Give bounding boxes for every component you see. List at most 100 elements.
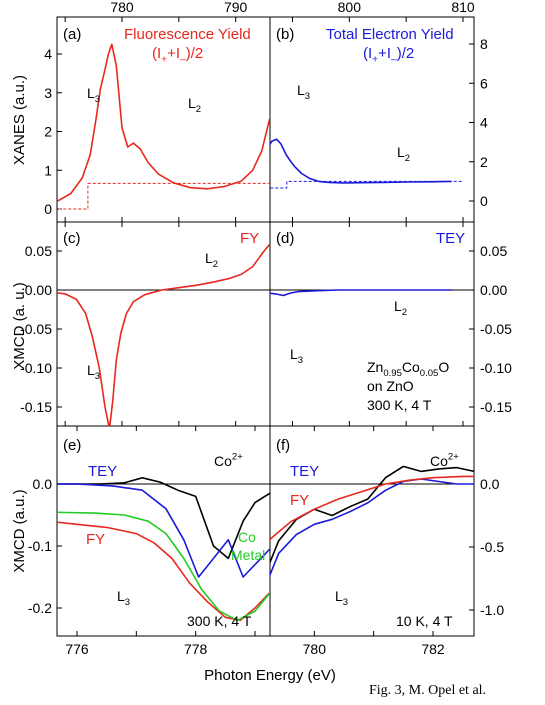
peak-label-d-l3: L3 [290, 346, 303, 366]
series-group-b [270, 138, 463, 189]
y-axis-label-a: XANES (a.u.) [11, 75, 28, 165]
peak-label-a-l3-part: L [87, 85, 95, 101]
series-group-c [57, 242, 270, 426]
sample-formula: Zn0.95Co0.05O [367, 359, 449, 379]
series-line-c-fy [57, 242, 270, 426]
top-tick-label: 790 [224, 0, 248, 15]
peak-label-a-l2-part: 2 [196, 104, 201, 115]
panel-label-d: (d) [276, 230, 294, 247]
y-tick-label-a: 1 [44, 162, 52, 178]
series-line-a-fy [57, 43, 270, 203]
series-line-e-co2plus [57, 476, 270, 560]
series-line-b-tey [270, 138, 452, 184]
panel-frame-d [269, 221, 475, 427]
series-group-f [270, 465, 474, 577]
peak-label-b-l2: L2 [397, 144, 410, 164]
series-line-b-tey_step [270, 180, 463, 189]
series-line-d-tey [270, 289, 452, 297]
y-tick-label-b: 4 [480, 115, 488, 131]
peak-label-f-l3-part: L [335, 588, 343, 604]
panel-label-b: (b) [276, 26, 294, 43]
series-line-e-tey [57, 483, 270, 578]
y-tick-label-e: -0.1 [28, 538, 52, 554]
series-group-e [57, 476, 270, 622]
x-axis-label: Photon Energy (eV) [204, 667, 336, 684]
label-e-fy: FY [86, 531, 105, 548]
y-tick-label-c: 0.00 [25, 282, 52, 298]
bottom-tick-label: 776 [65, 641, 89, 657]
peak-label-d-l2: L2 [394, 298, 407, 318]
label-f-fy: FY [290, 492, 309, 509]
peak-label-b-l3-part: 3 [305, 91, 310, 102]
label-f-co2plus: Co2+ [430, 452, 459, 469]
peak-label-c-l3: L3 [87, 362, 100, 382]
y-tick-label-d: -0.10 [480, 360, 512, 376]
series-line-f-fy [270, 475, 474, 541]
label-e-condition: 300 K, 4 T [187, 613, 252, 629]
y-tick-label-c: -0.15 [20, 399, 52, 415]
y-tick-label-a: 4 [44, 46, 52, 62]
y-tick-label-c: -0.05 [20, 321, 52, 337]
label-f-co2plus-part: 2+ [448, 452, 459, 463]
peak-label-b-l3-part: L [297, 82, 305, 98]
legend-b-line2-part: + [372, 55, 378, 66]
label-e-co-metal-2: Metal [231, 547, 265, 563]
legend-a-line2: (I++I–)/2 [152, 45, 203, 66]
series-line-e-co_metal [57, 511, 270, 622]
top-tick-label: 810 [451, 0, 475, 15]
bottom-tick-label: 782 [421, 641, 445, 657]
legend-a-line2-part: (I [152, 45, 161, 62]
label-e-co2plus-part: 2+ [232, 452, 243, 463]
series-group-a [57, 43, 270, 210]
peak-label-e-l3-part: 3 [125, 597, 130, 608]
legend-b-line2-part: (I [363, 45, 372, 62]
sample-formula-part: O [438, 359, 449, 375]
peak-label-c-l2: L2 [205, 250, 218, 270]
sample-formula-part: 0.95 [383, 368, 402, 379]
sample-condition: 300 K, 4 T [367, 397, 432, 413]
peak-label-c-l2-part: 2 [213, 259, 218, 270]
series-group-d [270, 289, 452, 297]
peak-label-d-l3-part: L [290, 346, 298, 362]
legend-b-line2: (I++I–)/2 [363, 45, 414, 66]
sample-formula-part: Co [402, 359, 420, 375]
panel-label-f: (f) [276, 437, 290, 454]
y-tick-label-d: -0.15 [480, 399, 512, 415]
label-e-tey: TEY [88, 463, 117, 480]
figure-caption: Fig. 3, M. Opel et al. [369, 683, 487, 698]
bottom-tick-label: 780 [303, 641, 327, 657]
y-tick-label-d: 0.00 [480, 282, 507, 298]
peak-label-c-l2-part: L [205, 250, 213, 266]
label-f-tey: TEY [290, 463, 319, 480]
label-f-condition: 10 K, 4 T [396, 613, 453, 629]
panel-label-c: (c) [63, 230, 81, 247]
peak-label-d-l3-part: 3 [298, 355, 303, 366]
peak-label-e-l3: L3 [117, 588, 130, 608]
peak-label-d-l2-part: 2 [402, 307, 407, 318]
panel-frame-f [269, 425, 475, 637]
y-tick-label-c: -0.10 [20, 360, 52, 376]
peak-label-f-l3-part: 3 [343, 597, 348, 608]
legend-b-line1: Total Electron Yield [326, 26, 454, 43]
y-tick-label-b: 2 [480, 154, 488, 170]
y-axis-label-c: XMCD (a. u.) [11, 282, 28, 370]
sample-formula-part: Zn [367, 359, 383, 375]
peak-label-a-l2: L2 [188, 95, 201, 115]
peak-label-b-l2-part: L [397, 144, 405, 160]
peak-label-a-l3: L3 [87, 85, 100, 105]
series-line-a-fy_step [57, 182, 270, 210]
y-tick-label-f: 0.0 [480, 476, 500, 492]
label-e-co2plus: Co2+ [214, 452, 243, 469]
tag-c-fy: FY [240, 230, 259, 247]
label-e-co2plus-part: Co [214, 453, 232, 469]
peak-label-b-l2-part: 2 [405, 153, 410, 164]
top-tick-label: 780 [110, 0, 134, 15]
y-tick-label-d: 0.05 [480, 243, 507, 259]
legend-a-line2-part: + [161, 55, 167, 66]
sample-substrate: on ZnO [367, 378, 414, 394]
label-f-co2plus-part: Co [430, 453, 448, 469]
y-tick-label-e: 0.0 [33, 476, 53, 492]
legend-a-line2-part: )/2 [186, 45, 204, 62]
legend-a-line2-part: – [180, 55, 186, 66]
